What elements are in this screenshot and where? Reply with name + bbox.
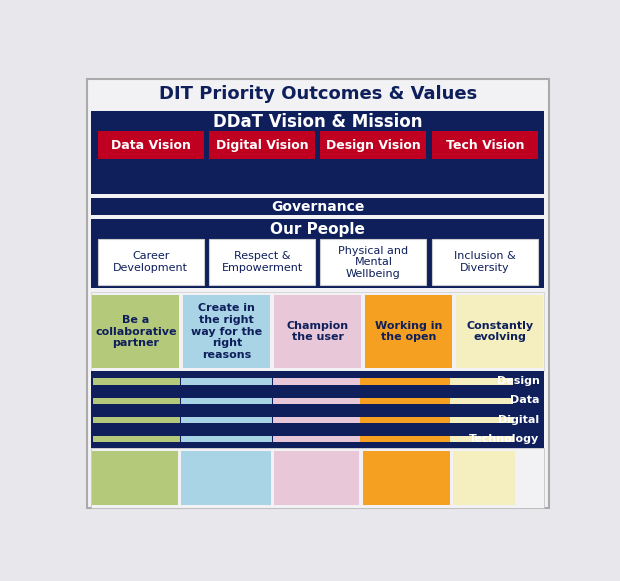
Bar xyxy=(92,198,544,215)
Bar xyxy=(456,295,543,368)
Text: Design Vision: Design Vision xyxy=(326,139,421,152)
Bar xyxy=(450,436,513,442)
Bar xyxy=(92,451,178,505)
Bar xyxy=(92,288,544,292)
Text: Inclusion &
Diversity: Inclusion & Diversity xyxy=(454,252,516,273)
Text: Respect &
Empowerment: Respect & Empowerment xyxy=(221,252,303,273)
Bar xyxy=(209,239,315,285)
Text: DDaT Vision & Mission: DDaT Vision & Mission xyxy=(213,113,422,131)
Text: Data Vision: Data Vision xyxy=(111,139,190,152)
Bar xyxy=(92,292,544,371)
Bar xyxy=(365,295,453,368)
Bar xyxy=(273,436,360,442)
Text: Champion
the user: Champion the user xyxy=(286,321,349,342)
Text: Data: Data xyxy=(510,396,539,406)
Text: Technology: Technology xyxy=(469,434,539,444)
Bar xyxy=(209,131,315,159)
Bar xyxy=(92,219,544,288)
Text: Career
Development: Career Development xyxy=(113,252,188,273)
Bar xyxy=(274,451,360,505)
Bar xyxy=(432,239,538,285)
Bar xyxy=(92,112,544,195)
Bar xyxy=(321,131,427,159)
Bar xyxy=(93,398,180,404)
Bar xyxy=(180,417,272,423)
Bar xyxy=(92,371,544,448)
Bar xyxy=(273,398,360,404)
Bar xyxy=(98,131,203,159)
Bar xyxy=(274,295,361,368)
Bar xyxy=(453,451,515,505)
Text: Be a
collaborative
partner: Be a collaborative partner xyxy=(95,315,177,348)
Bar xyxy=(181,451,271,505)
Bar xyxy=(98,239,203,285)
Text: Working in
the open: Working in the open xyxy=(375,321,443,342)
Bar xyxy=(450,398,513,404)
Bar xyxy=(92,448,544,508)
Text: Physical and
Mental
Wellbeing: Physical and Mental Wellbeing xyxy=(339,246,409,279)
Bar xyxy=(450,417,513,423)
Bar xyxy=(360,378,450,385)
Bar xyxy=(180,436,272,442)
Bar xyxy=(360,398,450,404)
Bar xyxy=(184,295,270,368)
Text: DIT Priority Outcomes & Values: DIT Priority Outcomes & Values xyxy=(159,85,477,103)
Bar xyxy=(92,195,544,198)
Text: Our People: Our People xyxy=(270,223,365,238)
Bar xyxy=(93,436,180,442)
Bar xyxy=(360,417,450,423)
Text: Digital: Digital xyxy=(498,415,539,425)
Bar xyxy=(93,417,180,423)
Text: Tech Vision: Tech Vision xyxy=(446,139,524,152)
Bar xyxy=(360,436,450,442)
Bar xyxy=(273,378,360,385)
Text: Governance: Governance xyxy=(271,200,365,214)
Bar xyxy=(432,131,538,159)
Bar xyxy=(92,215,544,219)
Bar xyxy=(363,451,450,505)
Bar xyxy=(180,398,272,404)
Bar xyxy=(450,378,513,385)
Bar xyxy=(93,378,180,385)
Bar xyxy=(92,295,179,368)
Bar xyxy=(180,378,272,385)
Text: Design: Design xyxy=(497,376,539,386)
Text: Digital Vision: Digital Vision xyxy=(216,139,308,152)
Text: Constantly
evolving: Constantly evolving xyxy=(466,321,533,342)
Text: Create in
the right
way for the
right
reasons: Create in the right way for the right re… xyxy=(191,303,262,360)
Bar xyxy=(273,417,360,423)
Bar xyxy=(321,239,427,285)
